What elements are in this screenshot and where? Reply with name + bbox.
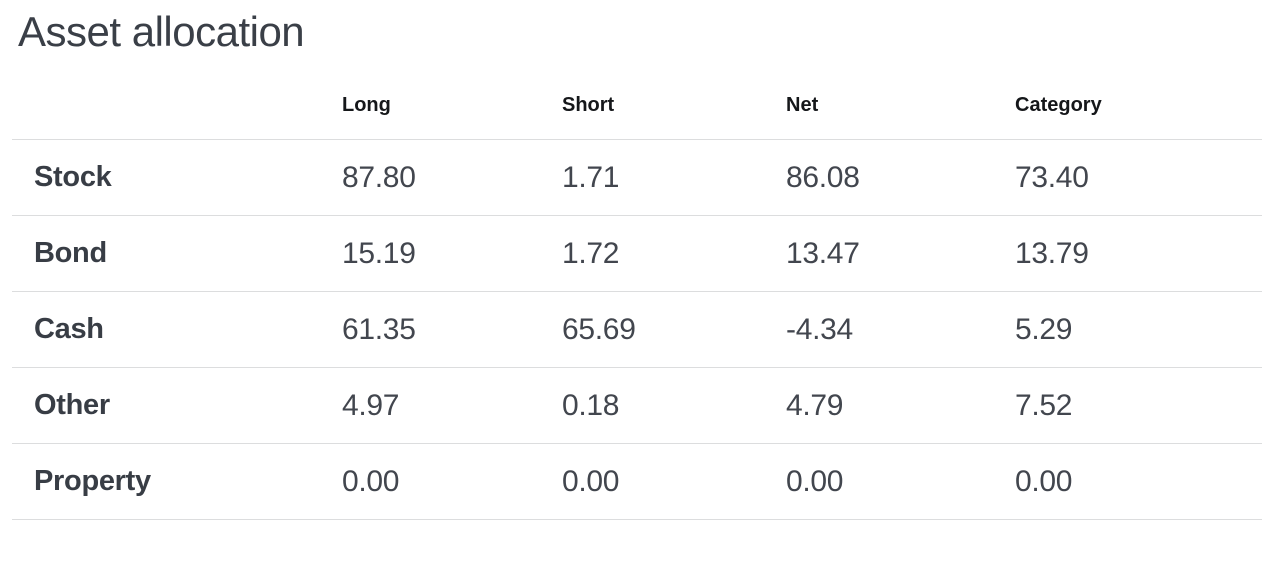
cell-long: 0.00 — [342, 464, 400, 498]
row-label: Other — [34, 389, 110, 421]
column-header-category: Category — [1015, 94, 1102, 116]
cell-net: 13.47 — [786, 236, 860, 270]
table-row-stock: Stock 87.80 1.71 86.08 73.40 — [12, 139, 1262, 216]
table-body: Stock 87.80 1.71 86.08 73.40 Bond 15.19 … — [12, 139, 1262, 520]
cell-long: 87.80 — [342, 160, 416, 194]
cell-long: 4.97 — [342, 388, 400, 422]
cell-category: 13.79 — [1015, 236, 1089, 270]
table-row-other: Other 4.97 0.18 4.79 7.52 — [12, 367, 1262, 444]
row-label: Cash — [34, 313, 104, 345]
cell-net: 86.08 — [786, 160, 860, 194]
table-row-cash: Cash 61.35 65.69 -4.34 5.29 — [12, 291, 1262, 368]
table-row-bond: Bond 15.19 1.72 13.47 13.79 — [12, 215, 1262, 292]
cell-category: 73.40 — [1015, 160, 1089, 194]
cell-net: -4.34 — [786, 312, 853, 346]
cell-short: 1.71 — [562, 160, 620, 194]
cell-long: 15.19 — [342, 236, 416, 270]
column-header-long: Long — [342, 94, 391, 116]
cell-short: 0.18 — [562, 388, 620, 422]
row-label: Bond — [34, 237, 107, 269]
page-title: Asset allocation — [18, 8, 305, 55]
cell-net: 0.00 — [786, 464, 844, 498]
table-header: Long Short Net Category — [12, 58, 1262, 140]
column-header-net: Net — [786, 94, 819, 116]
cell-category: 5.29 — [1015, 312, 1073, 346]
cell-short: 1.72 — [562, 236, 620, 270]
header-row: Long Short Net Category — [12, 58, 1262, 140]
cell-short: 65.69 — [562, 312, 636, 346]
row-label: Stock — [34, 161, 112, 193]
table-row-property: Property 0.00 0.00 0.00 0.00 — [12, 443, 1262, 520]
cell-short: 0.00 — [562, 464, 620, 498]
asset-allocation-table: Long Short Net Category Stock 87.80 1.71… — [12, 58, 1262, 520]
column-header-empty — [12, 58, 342, 140]
cell-long: 61.35 — [342, 312, 416, 346]
cell-net: 4.79 — [786, 388, 844, 422]
row-label: Property — [34, 465, 151, 497]
column-header-short: Short — [562, 94, 615, 116]
cell-category: 7.52 — [1015, 388, 1073, 422]
cell-category: 0.00 — [1015, 464, 1073, 498]
